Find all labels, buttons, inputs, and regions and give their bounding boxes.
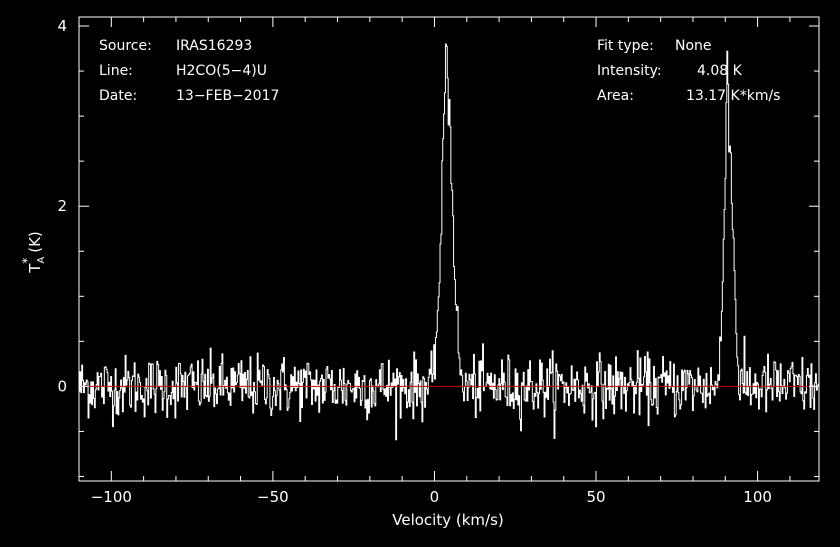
info-fittype-key: Fit type: [597, 38, 654, 54]
svg-text:TA*(K): TA* (K) [20, 231, 47, 274]
info-line-key: Line: [99, 63, 133, 79]
y-tick-label: 4 [57, 17, 67, 35]
x-axis-label: Velocity (km/s) [392, 511, 503, 529]
axis-ticks [78, 17, 819, 481]
y-axis-label-sub: A [36, 257, 47, 264]
info-line-value: H2CO(5−4)U [176, 63, 267, 79]
x-tick-label: 100 [743, 488, 772, 506]
info-date-key: Date: [99, 88, 137, 104]
info-intensity-value: 4.08 K [697, 63, 743, 79]
x-tick-label: 50 [586, 488, 605, 506]
x-tick-label: −100 [91, 488, 132, 506]
y-axis-label-unit: (K) [26, 231, 44, 253]
plot-frame [78, 16, 820, 482]
info-fittype-value: None [675, 38, 712, 54]
info-source-value: IRAS16293 [176, 38, 252, 54]
info-source-key: Source: [99, 38, 152, 54]
info-intensity-key: Intensity: [597, 63, 662, 79]
x-tick-label: 0 [430, 488, 440, 506]
y-tick-label: 2 [57, 197, 67, 215]
y-tick-label: 0 [57, 377, 67, 395]
info-date-value: 13−FEB−2017 [176, 88, 279, 104]
tick-labels: −100 −50 0 50 100 0 2 4 [57, 17, 771, 506]
y-axis-label: TA* (K) [20, 231, 47, 274]
info-area-value: 13.17 K*km/s [686, 88, 780, 104]
info-area-key: Area: [597, 88, 634, 104]
y-axis-label-main: T [26, 263, 44, 274]
x-tick-label: −50 [257, 488, 289, 506]
y-axis-label-sup: * [20, 258, 34, 264]
